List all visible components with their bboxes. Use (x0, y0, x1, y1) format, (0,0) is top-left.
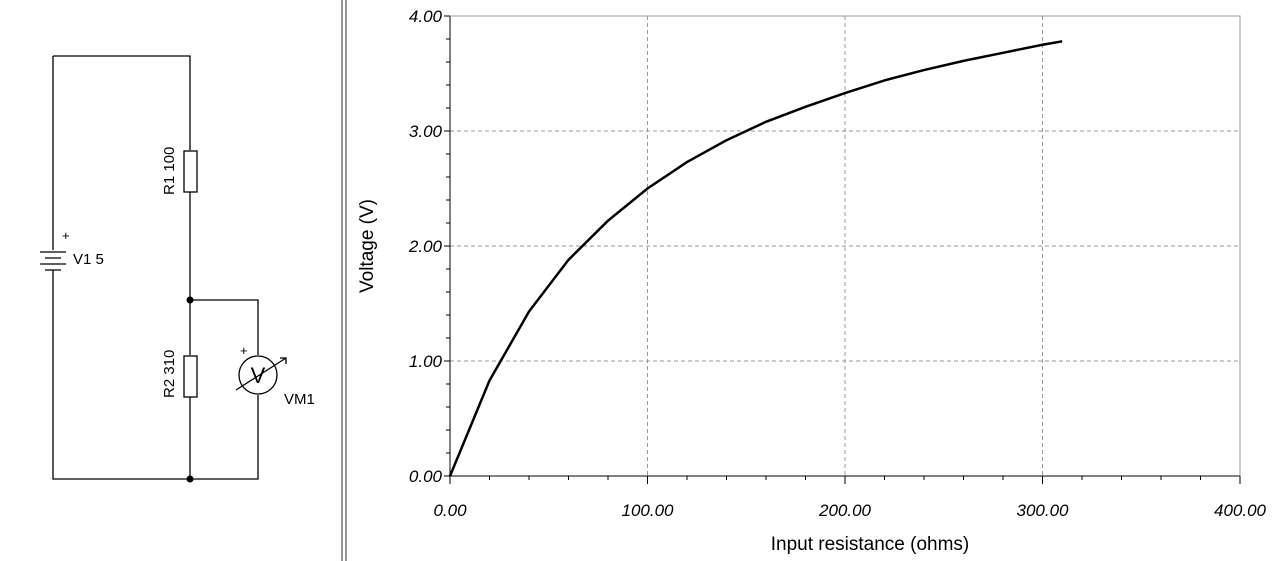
resistor (183, 150, 198, 193)
x-tick-label: 0.00 (433, 501, 467, 520)
component-label: V1 5 (73, 251, 104, 268)
resistor (183, 355, 198, 398)
wires (52, 55, 259, 480)
plot-frame (450, 15, 1241, 476)
x-tick-label: 400.00 (1214, 501, 1267, 520)
polarity: + (62, 228, 70, 243)
component-label: VM1 (284, 391, 315, 408)
x-tick-label: 200.00 (818, 501, 872, 520)
schematic: + V1 5 R1 100 R2 310 V + VM1 (40, 55, 315, 483)
x-axis-label: Input resistance (ohms) (771, 534, 970, 555)
y-tick-label: 4.00 (409, 7, 443, 26)
y-tick-label: 1.00 (409, 352, 443, 371)
data-line (448, 40, 1063, 477)
junction (186, 296, 194, 304)
y-tick-label: 3.00 (409, 122, 443, 141)
component-label: R2 310 (161, 350, 178, 398)
meter-symbol: V (251, 363, 266, 388)
junction (186, 475, 194, 483)
y-tick-label: 2.00 (408, 237, 443, 256)
voltmeter (238, 355, 278, 395)
y-axis-label: Voltage (V) (357, 199, 378, 293)
polarity: + (240, 343, 248, 358)
component-label: R1 100 (161, 147, 178, 195)
x-tick-label: 300.00 (1017, 501, 1070, 520)
battery (40, 251, 66, 271)
y-tick-label: 0.00 (409, 467, 443, 486)
meter-arrow (235, 357, 287, 391)
x-tick-label: 100.00 (622, 501, 675, 520)
